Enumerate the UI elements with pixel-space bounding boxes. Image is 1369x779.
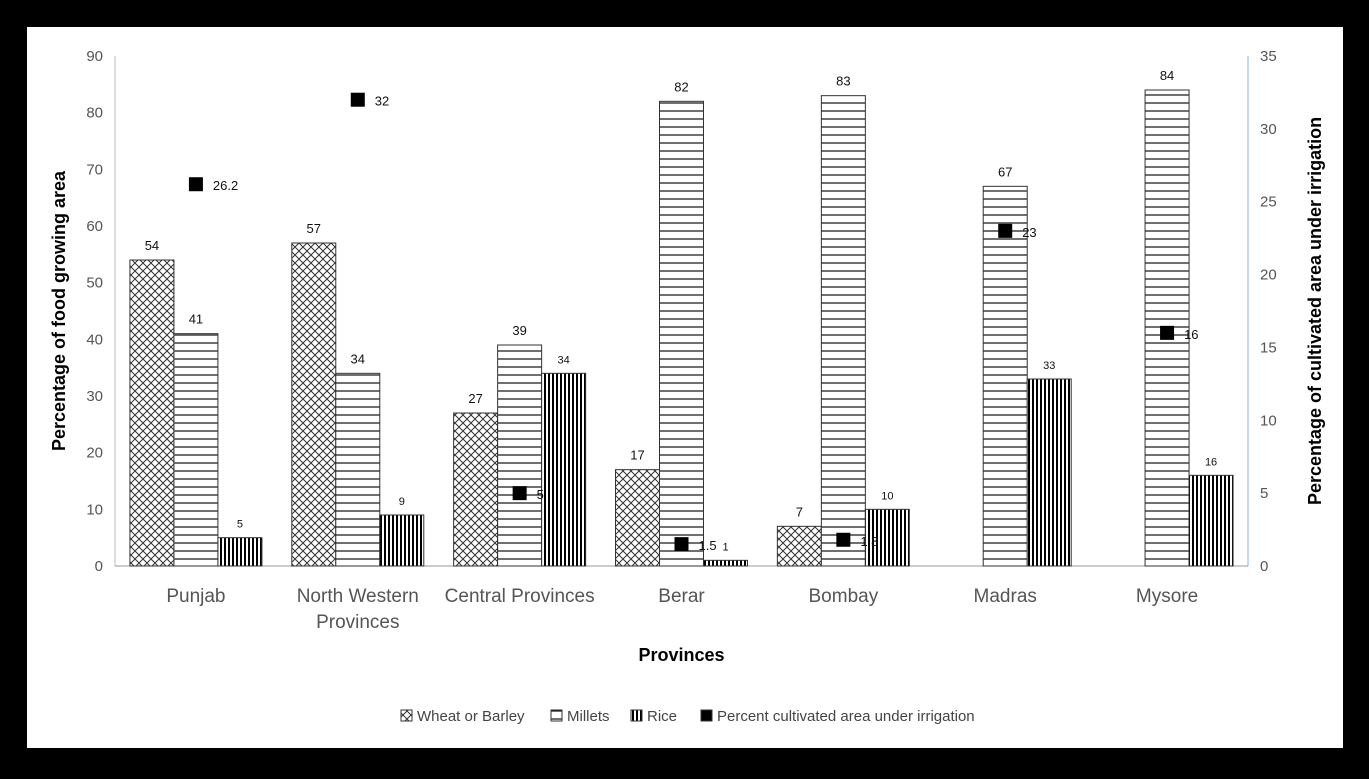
legend-label: Percent cultivated area under irrigation [717,708,975,725]
y2-tick-label: 0 [1260,558,1268,575]
bar-data-label: 39 [512,323,526,338]
bar-vertical [703,559,748,567]
bar-crosshatch [453,412,499,567]
legend-label: Wheat or Barley [417,708,525,725]
bar-vertical [541,372,587,567]
y-tick-label: 70 [86,161,103,178]
irrigation-marker [188,177,203,192]
irrigation-data-label: 1.5 [699,538,717,553]
bar-vertical [864,508,910,567]
bar-data-label: 10 [881,490,893,502]
bar-data-label: 41 [189,312,203,327]
y-tick-label: 0 [95,558,103,575]
bar-data-label: 7 [796,504,803,519]
legend-swatch [630,709,643,722]
bar-crosshatch [129,259,175,567]
bar-crosshatch [776,525,822,567]
bar-vertical [1026,378,1072,567]
legend-label: Rice [647,708,677,725]
irrigation-marker [1160,325,1175,340]
bar-horizontal [982,185,1028,567]
bar-data-label: 57 [307,221,321,236]
bar-data-label: 54 [145,238,159,253]
bar-horizontal [335,372,381,567]
irrigation-marker [998,223,1013,238]
bar-data-label: 84 [1160,68,1174,83]
irrigation-data-label: 16 [1184,327,1198,342]
y-tick-label: 30 [86,388,103,405]
bar-data-label: 16 [1205,456,1217,468]
y-tick-label: 60 [86,218,103,235]
y-tick-label: 10 [86,501,103,518]
bar-data-label: 34 [558,354,570,366]
irrigation-marker [836,532,851,547]
irrigation-data-label: 1.8 [860,534,878,549]
y-tick-label: 50 [86,275,103,292]
bar-horizontal [173,333,219,567]
bar-horizontal [659,100,704,567]
y2-tick-label: 35 [1260,48,1277,65]
x-tick-label: Provinces [316,612,399,633]
y2-axis-title: Percentage of cultivated area under irri… [1305,117,1325,505]
y-tick-label: 90 [86,48,103,65]
y2-tick-label: 20 [1260,267,1277,284]
irrigation-data-label: 32 [375,94,389,109]
x-tick-label: Bombay [809,586,879,607]
y2-tick-label: 15 [1260,339,1277,356]
chart: 010203040506070809005101520253035Percent… [49,48,1325,725]
bar-vertical [217,537,263,567]
y2-tick-label: 25 [1260,194,1277,211]
irrigation-marker [512,486,527,501]
bar-data-label: 9 [399,496,405,508]
x-axis-title: Provinces [638,645,724,665]
legend-swatch [550,709,563,722]
y2-tick-label: 10 [1260,412,1277,429]
bar-crosshatch [615,469,660,567]
chart-panel: 0 10 20 30 40 50 60 70 80 90 0 5 10 15 20 25 30 35 Percent… [27,27,1343,748]
bar-data-label: 83 [836,74,850,89]
bar-crosshatch [291,242,337,567]
x-tick-label: Punjab [166,586,225,607]
y-tick-label: 80 [86,105,103,122]
bar-horizontal [820,95,866,567]
x-tick-label: Berar [658,586,705,607]
x-tick-label: North Western [297,586,419,607]
y-tick-label: 40 [86,331,103,348]
y-tick-label: 20 [86,445,103,462]
bar-data-label: 27 [468,391,482,406]
legend-swatch [400,709,413,722]
legend-swatch [700,709,713,722]
bar-data-label: 17 [630,448,644,463]
bar-data-label: 34 [351,351,365,366]
y-axis-title: Percentage of food growing area [49,170,69,451]
x-tick-label: Central Provinces [445,586,595,607]
x-tick-label: Mysore [1136,586,1198,607]
bar-data-label: 1 [722,541,728,553]
irrigation-data-label: 23 [1022,225,1036,240]
irrigation-data-label: 5 [537,487,544,502]
bar-vertical [1188,474,1234,567]
legend-label: Millets [567,708,610,725]
y2-tick-label: 5 [1260,485,1268,502]
bar-data-label: 82 [674,79,688,94]
irrigation-marker [350,92,365,107]
bar-data-label: 67 [998,164,1012,179]
y2-tick-label: 30 [1260,121,1277,138]
bar-data-label: 5 [237,519,243,531]
bar-horizontal [497,344,543,567]
bar-data-label: 33 [1043,360,1055,372]
irrigation-marker [674,537,689,552]
irrigation-data-label: 26.2 [213,178,238,193]
x-tick-label: Madras [974,586,1037,607]
bar-vertical [379,514,425,567]
